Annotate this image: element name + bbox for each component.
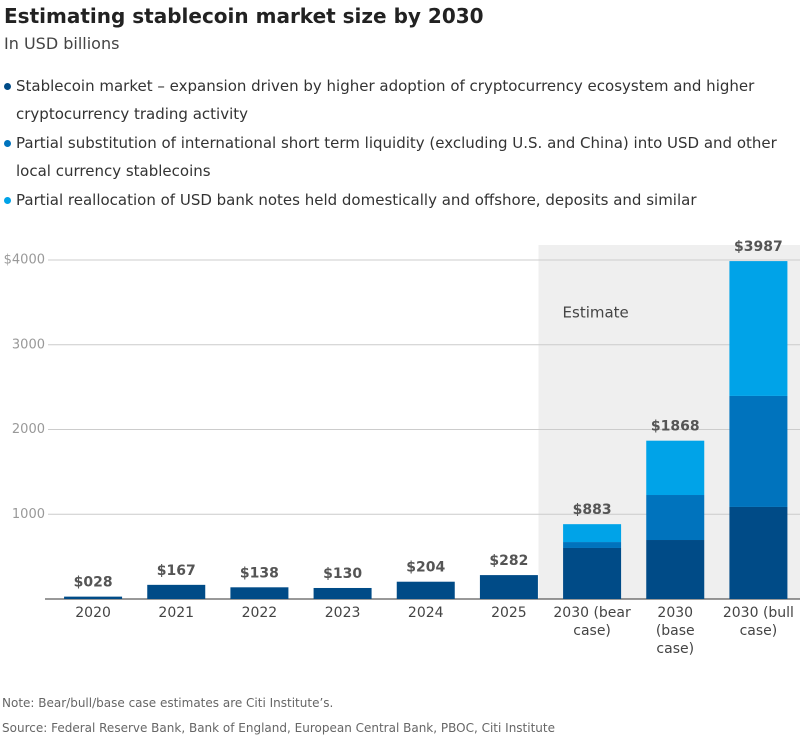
y-tick-label: 2000 [12, 422, 45, 437]
bar-segment [646, 495, 705, 541]
x-tick-label: 2024 [407, 605, 444, 621]
bar-segment [646, 540, 705, 599]
bar-segment [563, 542, 622, 548]
y-tick-label: $4000 [4, 253, 45, 268]
bar-segment [479, 575, 538, 599]
x-tick-label: 2022 [241, 605, 278, 621]
x-tick-label: 2025 [491, 605, 527, 621]
total-label: $028 [74, 575, 113, 591]
bar-segment [147, 584, 206, 599]
bar-segment [729, 261, 788, 396]
legend-label: Stablecoin market – expansion driven by … [16, 77, 755, 123]
legend-marker [4, 140, 11, 147]
total-label: $167 [157, 563, 196, 579]
bar-segment [646, 440, 705, 496]
total-label: $282 [489, 553, 528, 569]
bar-segment [313, 587, 372, 599]
legend-item: Stablecoin market – expansion driven by … [4, 72, 800, 128]
legend-label: Partial substitution of international sh… [16, 134, 777, 180]
y-tick-label: 3000 [12, 337, 45, 352]
chart-subtitle: In USD billions [4, 34, 120, 53]
x-tick-label: 2023 [324, 605, 361, 621]
total-label: $3987 [734, 239, 783, 255]
bar-segment [230, 587, 289, 599]
source: Source: Federal Reserve Bank, Bank of En… [2, 721, 555, 735]
bar-segment [563, 547, 622, 599]
legend-item: Partial substitution of international sh… [4, 129, 800, 185]
x-tick-label: 2030 (bull case) [722, 605, 794, 639]
total-label: $138 [240, 565, 279, 581]
legend-label: Partial reallocation of USD bank notes h… [16, 191, 697, 209]
legend-marker [4, 83, 11, 90]
total-label: $883 [573, 502, 612, 518]
x-tick-label: 2020 [75, 605, 111, 621]
bar-segment [563, 524, 622, 543]
total-label: $204 [406, 560, 445, 576]
x-tick-label: 2030 (bear case) [553, 605, 631, 639]
y-tick-label: 1000 [12, 507, 45, 522]
annotation: Estimate [563, 304, 629, 322]
legend-item: Partial reallocation of USD bank notes h… [4, 186, 800, 214]
total-label: $1868 [651, 419, 700, 435]
bar-segment [396, 581, 455, 599]
bar-segment [729, 506, 788, 599]
chart-title: Estimating stablecoin market size by 203… [4, 4, 484, 28]
legend: Stablecoin market – expansion driven by … [4, 72, 800, 215]
note: Note: Bear/bull/base case estimates are … [2, 696, 334, 710]
total-label: $130 [323, 566, 362, 582]
legend-marker [4, 197, 11, 204]
bar-segment [64, 596, 123, 599]
bar-segment [729, 395, 788, 507]
x-tick-label: 2021 [158, 605, 195, 621]
x-tick-label: 2030 (base case) [655, 605, 695, 657]
